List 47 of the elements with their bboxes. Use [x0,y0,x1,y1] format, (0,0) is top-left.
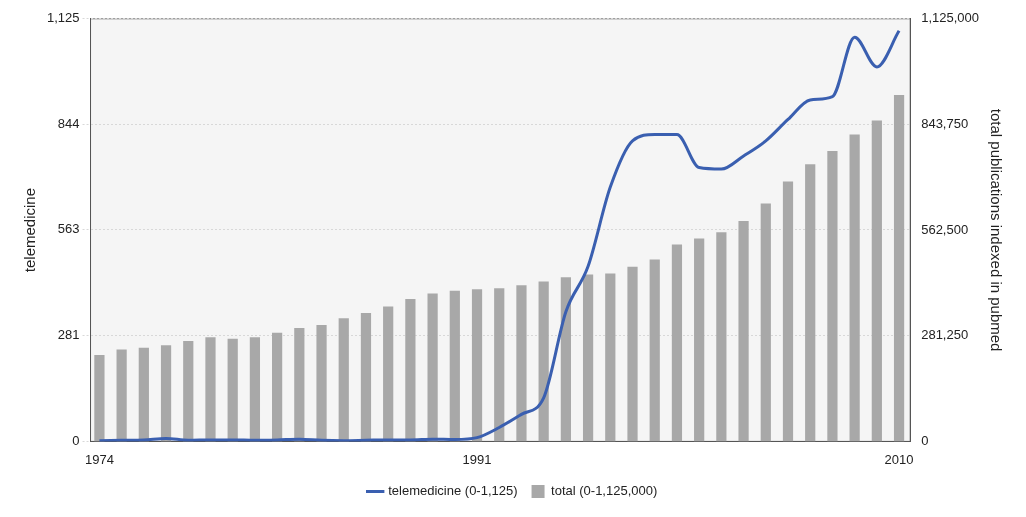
bar [116,349,127,442]
bar [805,164,816,442]
bar [316,324,327,442]
bar [627,266,638,442]
bar [605,273,616,442]
x-tick-label: 1974 [84,451,114,467]
legend-label: total (0-1,125,000) [551,483,658,499]
bar [649,259,660,442]
line-series [97,29,901,442]
y2-axis-title: total publications indexed in pubmed [987,108,1005,352]
bar [716,232,727,442]
y-axis-title: telemedicine [21,187,39,273]
bar [360,312,372,442]
y2-tick-label: 843,750 [921,116,969,132]
y-tick-label: 563 [57,221,80,237]
bar [738,220,749,442]
y2-tick-label: 281,250 [921,327,969,343]
x-tick-label: 2010 [884,451,914,467]
bar [249,337,261,442]
bar [671,244,683,442]
x-tick-label: 1991 [462,451,492,467]
bar [94,355,105,442]
bar [538,281,549,442]
bar [760,203,771,442]
y2-tick-label: 562,500 [921,221,969,237]
bar [582,274,594,442]
bar [516,285,527,442]
legend-label: telemedicine (0-1,125) [388,483,518,499]
bar [160,345,172,442]
y-tick-label: 844 [57,115,80,131]
bar [183,341,194,442]
bar [871,120,882,442]
y-tick-label: 281 [57,327,80,343]
bar [494,288,505,442]
bar [471,289,483,442]
bar [827,151,838,442]
bar [138,347,149,442]
y-tick-label: 0 [72,432,80,448]
y2-tick-label: 1,125,000 [921,10,980,26]
bar [849,134,860,442]
y-tick-label: 1,125 [46,10,80,26]
bar [893,95,905,442]
bar [338,318,349,442]
bar [560,277,571,442]
bar [694,238,705,442]
bar [782,181,794,442]
y2-tick-label: 0 [921,432,929,448]
